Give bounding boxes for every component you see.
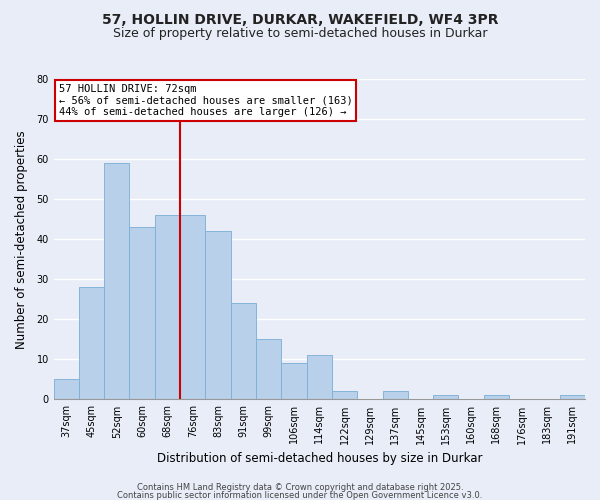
- Bar: [155, 215, 180, 400]
- Text: Contains HM Land Registry data © Crown copyright and database right 2025.: Contains HM Land Registry data © Crown c…: [137, 483, 463, 492]
- Bar: [433, 396, 458, 400]
- Bar: [180, 215, 205, 400]
- Bar: [231, 304, 256, 400]
- Text: 57, HOLLIN DRIVE, DURKAR, WAKEFIELD, WF4 3PR: 57, HOLLIN DRIVE, DURKAR, WAKEFIELD, WF4…: [102, 12, 498, 26]
- Bar: [307, 356, 332, 400]
- Bar: [130, 227, 155, 400]
- Bar: [332, 392, 357, 400]
- Bar: [79, 288, 104, 400]
- Bar: [560, 396, 585, 400]
- Bar: [104, 163, 130, 400]
- Bar: [383, 392, 408, 400]
- X-axis label: Distribution of semi-detached houses by size in Durkar: Distribution of semi-detached houses by …: [157, 452, 482, 465]
- Bar: [256, 340, 281, 400]
- Bar: [484, 396, 509, 400]
- Y-axis label: Number of semi-detached properties: Number of semi-detached properties: [15, 130, 28, 348]
- Text: 57 HOLLIN DRIVE: 72sqm
← 56% of semi-detached houses are smaller (163)
44% of se: 57 HOLLIN DRIVE: 72sqm ← 56% of semi-det…: [59, 84, 353, 117]
- Bar: [281, 364, 307, 400]
- Text: Size of property relative to semi-detached houses in Durkar: Size of property relative to semi-detach…: [113, 28, 487, 40]
- Bar: [205, 231, 231, 400]
- Text: Contains public sector information licensed under the Open Government Licence v3: Contains public sector information licen…: [118, 490, 482, 500]
- Bar: [53, 380, 79, 400]
